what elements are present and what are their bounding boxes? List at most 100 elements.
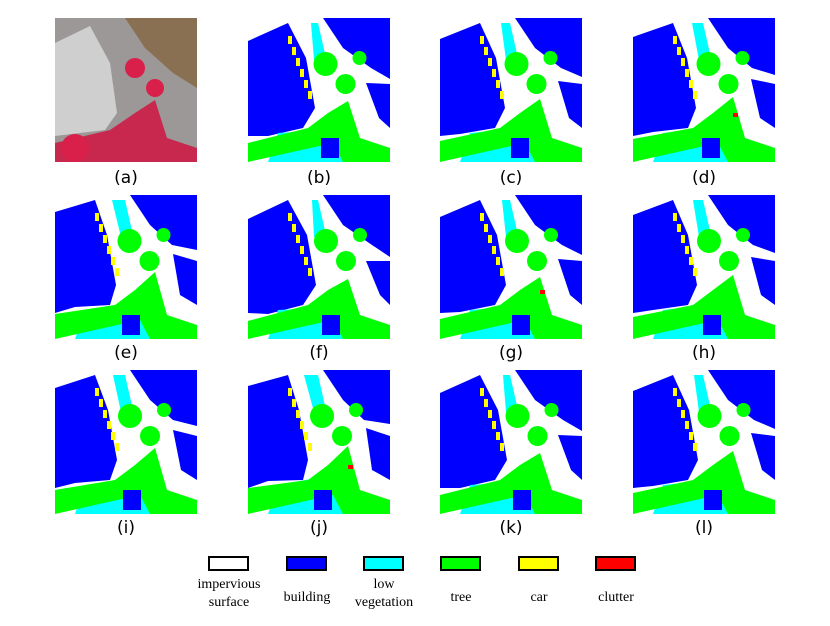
map-car xyxy=(689,257,693,265)
map-building xyxy=(511,138,529,158)
map-car xyxy=(308,268,312,276)
map-tree xyxy=(696,52,721,76)
map-lowveg xyxy=(503,375,518,412)
map-tree xyxy=(440,99,582,162)
map-building xyxy=(366,428,390,480)
map-building xyxy=(321,138,339,158)
map-building xyxy=(323,18,390,79)
map-car xyxy=(111,257,115,265)
map-tree xyxy=(504,52,529,76)
legend-swatch xyxy=(208,556,249,571)
map-car xyxy=(288,213,292,221)
map-car xyxy=(496,257,500,265)
map-car xyxy=(296,410,300,418)
map-building xyxy=(708,18,775,75)
photo-houses xyxy=(125,18,197,88)
map-building xyxy=(322,315,340,335)
map-building xyxy=(751,257,775,305)
map-car xyxy=(292,224,296,232)
map-tree xyxy=(352,51,367,65)
legend-swatch xyxy=(518,556,559,571)
map-lowveg xyxy=(692,23,711,60)
map-car xyxy=(296,58,300,66)
map-car xyxy=(288,388,292,396)
map-tree xyxy=(332,426,352,446)
map-building xyxy=(123,490,141,510)
map-building xyxy=(751,79,775,128)
map-car xyxy=(107,246,111,254)
photo-trees xyxy=(55,100,197,162)
map-clutter xyxy=(348,465,353,469)
map-car xyxy=(673,36,677,44)
map-car xyxy=(496,80,500,88)
photo-tree xyxy=(146,79,164,97)
panel xyxy=(248,195,390,339)
map-building xyxy=(314,490,332,510)
map-car xyxy=(484,399,488,407)
map-building xyxy=(708,370,775,429)
map-car xyxy=(492,421,496,429)
map-car xyxy=(103,410,107,418)
map-tree xyxy=(335,74,356,94)
panel xyxy=(55,370,197,514)
map-tree xyxy=(349,403,363,417)
map-car xyxy=(681,235,685,243)
map-tree xyxy=(248,446,390,514)
map-building xyxy=(248,200,316,314)
map-car xyxy=(300,69,304,77)
legend-label: building xyxy=(284,590,331,605)
map-car xyxy=(677,224,681,232)
map-building xyxy=(130,195,197,250)
map-tree xyxy=(55,272,197,339)
map-building xyxy=(323,370,390,424)
map-car xyxy=(115,268,119,276)
legend-swatch xyxy=(286,556,327,571)
map-car xyxy=(304,80,308,88)
panel xyxy=(440,195,582,339)
map-tree xyxy=(526,74,547,94)
map-car xyxy=(484,47,488,55)
legend-swatch xyxy=(595,556,636,571)
map-building xyxy=(702,138,720,158)
map-car xyxy=(300,421,304,429)
map-car xyxy=(492,246,496,254)
map-car xyxy=(103,235,107,243)
legend-swatch xyxy=(363,556,404,571)
panel xyxy=(633,195,775,339)
map-tree xyxy=(736,403,751,417)
map-car xyxy=(500,443,504,451)
map-car xyxy=(500,268,504,276)
map-lowveg xyxy=(304,375,326,412)
map-car xyxy=(488,58,492,66)
panel-caption: (d) xyxy=(692,168,716,188)
map-car xyxy=(496,432,500,440)
map-tree xyxy=(697,229,721,253)
map-building xyxy=(440,23,505,136)
map-car xyxy=(288,36,292,44)
map-car xyxy=(292,47,296,55)
map-building xyxy=(366,261,390,305)
map-building xyxy=(515,370,582,431)
photo-tree xyxy=(125,58,145,78)
map-car xyxy=(480,388,484,396)
legend-label: tree xyxy=(451,590,472,605)
map-car xyxy=(308,91,312,99)
panel-caption: (j) xyxy=(310,518,328,538)
legend-label: car xyxy=(530,590,547,605)
map-car xyxy=(107,421,111,429)
map-building xyxy=(248,23,315,136)
panel xyxy=(248,18,390,162)
panel-caption: (b) xyxy=(307,168,331,188)
map-tree xyxy=(336,251,356,271)
map-tree xyxy=(440,453,582,514)
map-building xyxy=(440,375,507,488)
map-tree xyxy=(633,97,775,162)
map-lowveg xyxy=(693,200,711,237)
map-car xyxy=(484,224,488,232)
map-car xyxy=(111,432,115,440)
panel xyxy=(440,370,582,514)
panel xyxy=(248,370,390,514)
map-car xyxy=(95,388,99,396)
photo-tree xyxy=(61,134,89,162)
panel-caption: (f) xyxy=(309,343,328,363)
